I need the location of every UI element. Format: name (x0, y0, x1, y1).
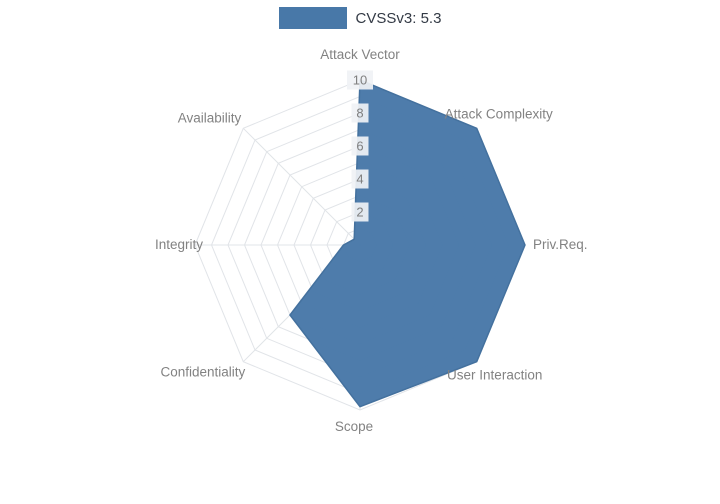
axis-label-scope: Scope (335, 419, 373, 434)
radial-tick-box (351, 169, 369, 189)
radial-tick-label: 2 (356, 205, 363, 220)
radial-tick-box (351, 136, 369, 156)
axis-label-confidentiality: Confidentiality (161, 365, 246, 380)
radial-tick-label: 6 (356, 139, 363, 154)
legend-item[interactable]: CVSSv3: 5.3 (0, 7, 720, 29)
axis-label-attack-vector: Attack Vector (320, 47, 400, 62)
axis-label-user-interaction: User Interaction (447, 368, 542, 383)
radial-tick-label: 10 (353, 73, 367, 88)
radial-tick-box (351, 202, 369, 222)
axis-label-priv-req-: Priv.Req. (533, 237, 588, 252)
legend-label: CVSSv3: 5.3 (355, 9, 442, 27)
radar-series-polygon (289, 79, 526, 408)
radial-tick-box (351, 103, 369, 123)
radial-tick-box (347, 70, 373, 90)
axis-label-integrity: Integrity (155, 237, 203, 252)
axis-label-availability: Availability (178, 110, 242, 125)
radar-axis-spoke (242, 127, 361, 246)
radial-tick-label: 4 (356, 172, 363, 187)
legend-swatch (278, 7, 347, 29)
radial-tick-label: 8 (356, 106, 363, 121)
axis-label-attack-complexity: Attack Complexity (445, 106, 553, 121)
